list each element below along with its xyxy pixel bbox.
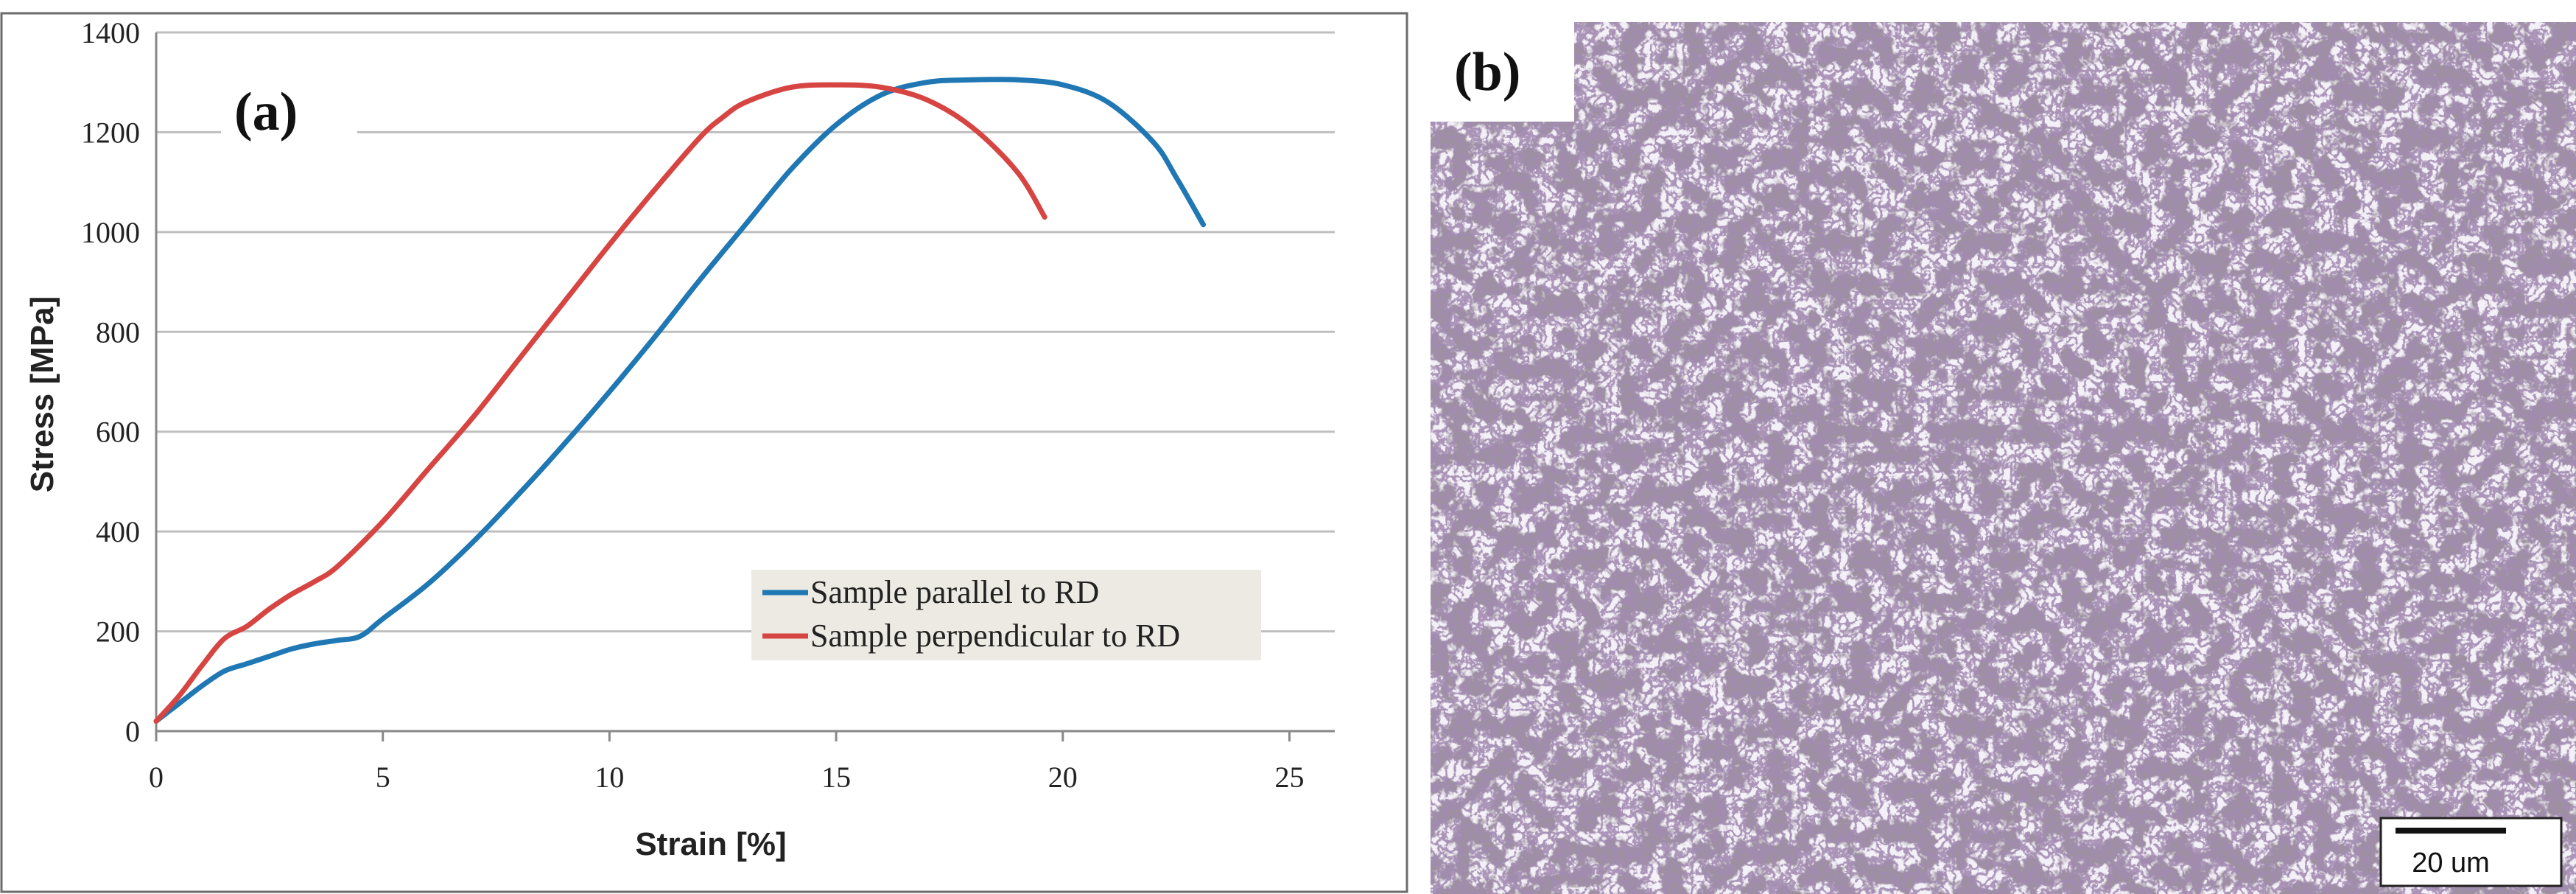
- scale-bar-label: 20 um: [2412, 848, 2490, 879]
- x-tick-label: 5: [376, 761, 390, 794]
- series-line-parallel: [153, 77, 1206, 724]
- tick-labels: 0 200 400 600 800 1000 1200 1400 0 5 10 15 20 25: [81, 16, 1304, 794]
- x-tick-label: 25: [1274, 761, 1304, 794]
- micrograph-image: (b) 20 um: [1431, 22, 2576, 894]
- y-tick-label: 200: [96, 615, 140, 649]
- series-lines: [153, 77, 1206, 724]
- y-axis-title: Stress [MPa]: [24, 296, 60, 493]
- x-tick-label: 20: [1048, 761, 1078, 794]
- legend-label-parallel: Sample parallel to RD: [810, 574, 1099, 610]
- axes: [155, 32, 1335, 741]
- x-axis-title: Strain [%]: [635, 826, 786, 862]
- legend-label-perpendicular: Sample perpendicular to RD: [810, 618, 1180, 654]
- x-tick-label: 10: [594, 761, 624, 794]
- legend-background: [751, 570, 1261, 660]
- x-tick-label: 15: [821, 761, 851, 794]
- micrograph-texture: [1431, 22, 2576, 894]
- stress-strain-chart: 0 200 400 600 800 1000 1200 1400 0 5 10 15 20 25 (a) …: [0, 12, 1408, 893]
- y-tick-label: 800: [96, 315, 140, 349]
- y-tick-label: 1200: [81, 116, 140, 149]
- panel-b-label: (b): [1454, 42, 1520, 102]
- y-tick-label: 1000: [81, 216, 140, 249]
- y-tick-label: 400: [96, 515, 140, 548]
- chart-frame: [0, 12, 1408, 893]
- scale-bar: 20 um: [2379, 817, 2563, 887]
- y-tick-label: 1400: [81, 16, 140, 49]
- panel-a-label: (a): [234, 82, 298, 142]
- micrograph-panel: (b) 20 um: [1431, 22, 2576, 894]
- y-tick-label: 0: [125, 715, 140, 748]
- panel-b-label-bg: [1431, 22, 1574, 122]
- y-tick-label: 600: [96, 416, 140, 449]
- panel-a-label-bg: [221, 81, 357, 162]
- series-line-perpendicular: [153, 82, 1047, 724]
- x-tick-label: 0: [149, 761, 164, 794]
- legend: Sample parallel to RD Sample perpendicul…: [751, 570, 1261, 660]
- scale-bar-line: [2396, 828, 2506, 834]
